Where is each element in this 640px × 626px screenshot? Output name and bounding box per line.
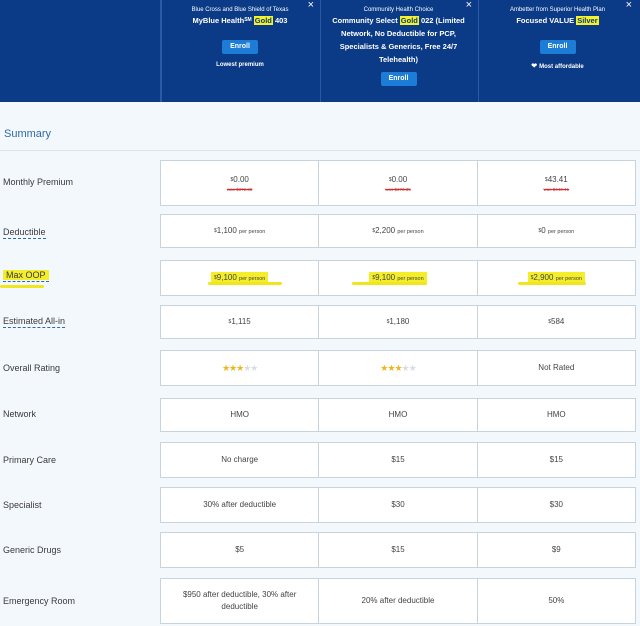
max-oop-cell: $9,100 per person [161, 261, 318, 295]
plan-card-2: × Community Health Choice Community Sele… [320, 0, 476, 102]
row-label: Generic Drugs [3, 545, 62, 555]
plan-name: Community Select Gold 022 (Limited Netwo… [332, 16, 465, 64]
star-icon: ★ [380, 363, 388, 373]
premium-cell: $43.41 was $443.41 [476, 161, 635, 205]
divider [0, 150, 640, 151]
premium-cell: $0.00 was $373.35 [318, 161, 476, 205]
network-cell: HMO [318, 399, 476, 431]
highlight-stroke [352, 282, 426, 285]
row-label[interactable]: Deductible [3, 227, 46, 239]
row-generic-drugs: Generic Drugs $5 $15 $9 [0, 532, 640, 568]
enroll-button[interactable]: Enroll [380, 72, 417, 86]
row-cells: $9,100 per person $9,100 per person $2,9… [160, 260, 636, 296]
premium-cell: $0.00 was $372.35 [226, 174, 253, 192]
star-icon: ★ [229, 363, 237, 373]
plan-issuer: Blue Cross and Blue Shield of Texas [191, 7, 289, 13]
row-label[interactable]: Max OOP [3, 270, 49, 282]
star-icon: ★ [250, 363, 258, 373]
star-icon: ★ [236, 363, 244, 373]
section-title: Summary [4, 128, 52, 140]
row-label: Monthly Premium [3, 177, 74, 187]
star-rating: ★★★★★ [380, 362, 417, 374]
row-deductible: Deductible $1,100 per person $2,200 per … [0, 214, 640, 248]
row-cells: HMO HMO HMO [160, 398, 636, 432]
highlight-stroke [208, 282, 282, 285]
primary-care-cell: $15 [476, 443, 635, 477]
enroll-button[interactable]: Enroll [222, 40, 258, 54]
star-rating: ★★★★★ [221, 362, 258, 374]
row-label: Emergency Room [3, 596, 76, 606]
plan-header: × Blue Cross and Blue Shield of Texas My… [0, 0, 640, 102]
star-icon: ★ [221, 363, 230, 373]
generic-drugs-cell: $9 [476, 533, 635, 567]
header-divider [160, 0, 162, 102]
star-icon: ★ [243, 363, 251, 373]
row-cells: 30% after deductible $30 $30 [160, 487, 636, 523]
row-label: Network [3, 409, 37, 419]
row-label[interactable]: Estimated All-in [3, 316, 66, 328]
deductible-cell: $1,100 per person [213, 225, 266, 235]
row-label: Overall Rating [3, 363, 61, 373]
row-emergency-room: Emergency Room $950 after deductible, 30… [0, 578, 640, 624]
plan-name: MyBlue HealthSM Gold 403 [192, 16, 288, 25]
estimated-cell: $1,115 [228, 317, 251, 326]
row-monthly-premium: Monthly Premium $0.00 was $372.35 $0.00 … [0, 160, 640, 206]
row-specialist: Specialist 30% after deductible $30 $30 [0, 487, 640, 523]
rating-cell: ★★★★★ [318, 351, 476, 385]
row-network: Network HMO HMO HMO [0, 398, 640, 432]
row-cells: ★★★★★ ★★★★★ Not Rated [160, 350, 636, 386]
row-label: Primary Care [3, 455, 57, 465]
network-cell: HMO [476, 399, 635, 431]
generic-drugs-cell: $5 [235, 545, 245, 554]
plan-issuer: Community Health Choice [363, 7, 434, 13]
plan-card-3: × Ambetter from Superior Health Plan Foc… [478, 0, 636, 102]
highlight-stroke [518, 282, 586, 285]
row-cells: No charge $15 $15 [160, 442, 636, 478]
row-cells: $950 after deductible, 30% after deducti… [160, 578, 636, 624]
emergency-room-cell: 50% [476, 579, 635, 623]
specialist-cell: 30% after deductible [203, 500, 277, 509]
emergency-room-cell: 20% after deductible [318, 579, 476, 623]
row-max-oop: Max OOP $9,100 per person $9,100 per per… [0, 260, 640, 296]
deductible-cell: $2,200 per person [318, 215, 476, 247]
star-icon: ★ [408, 363, 417, 373]
generic-drugs-cell: $15 [318, 533, 476, 567]
row-cells: $0.00 was $372.35 $0.00 was $373.35 $43.… [160, 160, 636, 206]
plan-name: Focused VALUE Silver [516, 16, 599, 25]
row-primary-care: Primary Care No charge $15 $15 [0, 442, 640, 478]
max-oop-cell: $9,100 per person [318, 261, 476, 295]
star-icon: ★ [387, 363, 395, 373]
close-icon[interactable]: × [465, 0, 472, 11]
plan-card-1: × Blue Cross and Blue Shield of Texas My… [162, 0, 318, 102]
plan-tag: ❤ Most affordable [531, 63, 584, 70]
highlight-stroke [0, 285, 44, 288]
max-oop-cell: $2,900 per person [476, 261, 635, 295]
network-cell: HMO [230, 410, 249, 419]
row-overall-rating: Overall Rating ★★★★★ ★★★★★ Not Rated [0, 350, 640, 386]
rating-cell: Not Rated [476, 351, 635, 385]
primary-care-cell: No charge [221, 455, 259, 464]
emergency-room-cell: $950 after deductible, 30% after deducti… [182, 590, 297, 611]
row-estimated-all-in: Estimated All-in $1,115 $1,180 $584 [0, 305, 640, 339]
rating-cell: ★★★★★ [161, 351, 318, 385]
deductible-cell: $0 per person [476, 215, 635, 247]
close-icon[interactable]: × [307, 0, 314, 11]
primary-care-cell: $15 [318, 443, 476, 477]
row-cells: $1,115 $1,180 $584 [160, 305, 636, 339]
heart-icon: ❤ [531, 63, 538, 70]
star-icon: ★ [401, 363, 410, 373]
row-cells: $1,100 per person $2,200 per person $0 p… [160, 214, 636, 248]
plan-tag: Lowest premium [216, 62, 264, 68]
row-cells: $5 $15 $9 [160, 532, 636, 568]
close-icon[interactable]: × [625, 0, 632, 11]
row-label: Specialist [3, 500, 42, 510]
specialist-cell: $30 [476, 488, 635, 522]
star-icon: ★ [394, 363, 402, 373]
estimated-cell: $584 [476, 306, 635, 338]
plan-issuer: Ambetter from Superior Health Plan [509, 7, 606, 13]
estimated-cell: $1,180 [318, 306, 476, 338]
enroll-button[interactable]: Enroll [539, 40, 576, 54]
specialist-cell: $30 [318, 488, 476, 522]
